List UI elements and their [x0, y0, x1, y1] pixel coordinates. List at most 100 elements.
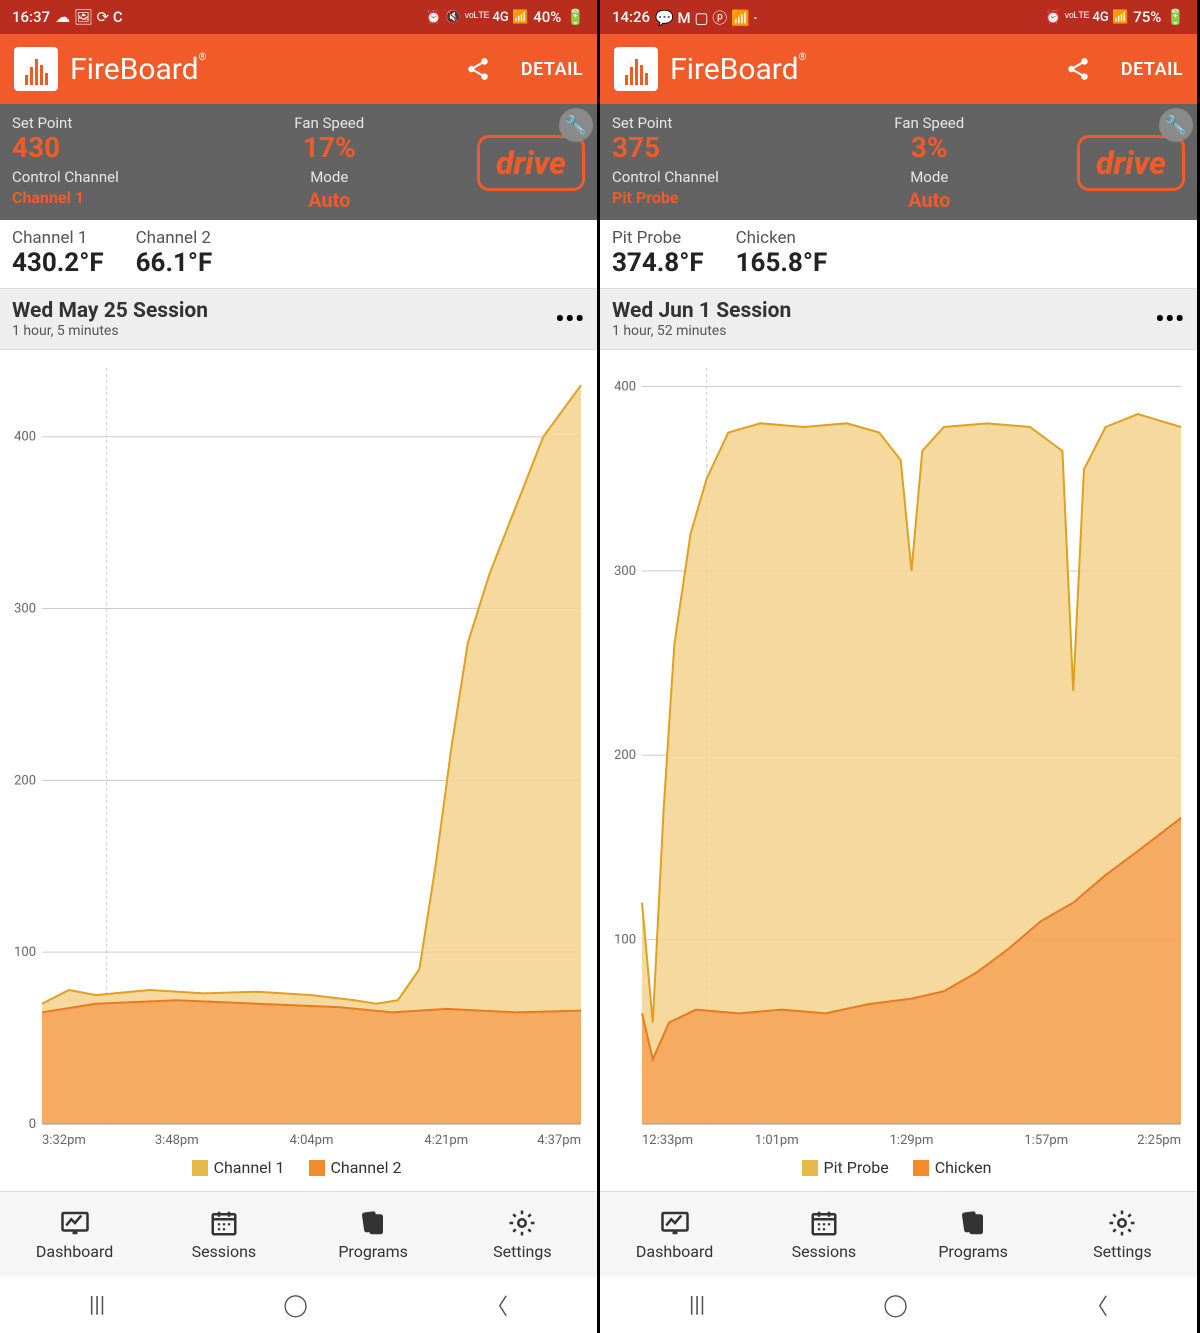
- svg-text:100: 100: [614, 933, 636, 948]
- legend-2: Chicken: [935, 1158, 992, 1177]
- mode-label: Mode: [910, 168, 948, 186]
- session-title: Wed May 25 Session: [12, 299, 208, 323]
- fanspeed-label: Fan Speed: [294, 114, 364, 132]
- setpoint-label: Set Point: [612, 114, 824, 132]
- reading-2-value: 165.8°F: [736, 248, 828, 278]
- svg-text:100: 100: [14, 945, 36, 960]
- svg-text:4:21pm: 4:21pm: [424, 1133, 468, 1148]
- svg-text:1:29pm: 1:29pm: [890, 1133, 934, 1148]
- session-duration: 1 hour, 5 minutes: [12, 323, 208, 339]
- reading-1-value: 374.8°F: [612, 248, 704, 278]
- fanspeed-label: Fan Speed: [894, 114, 964, 132]
- reading-2-label: Channel 2: [136, 228, 213, 248]
- nav-settings[interactable]: Settings: [1048, 1192, 1197, 1277]
- app-name: FireBoard®: [670, 52, 1053, 87]
- status-right-icons: ⏰ ᵛᵒᴸᵀᴱ 4G 📶: [1045, 9, 1128, 25]
- readings-row: Pit Probe 374.8°F Chicken 165.8°F: [600, 220, 1197, 288]
- android-back[interactable]: 〈: [486, 1289, 508, 1321]
- svg-text:200: 200: [14, 773, 36, 788]
- chart-area[interactable]: 01002003004003:32pm3:48pm4:04pm4:21pm4:3…: [0, 350, 597, 1191]
- mode-value: Auto: [308, 188, 350, 212]
- status-time: 16:37: [12, 8, 50, 26]
- status-left-icons: ☁ 🖼 ⟳ C: [55, 8, 123, 26]
- svg-text:400: 400: [614, 379, 636, 394]
- app-header: FireBoard® DETAIL: [0, 34, 597, 104]
- reading-1-label: Channel 1: [12, 228, 104, 248]
- logo-icon: [614, 47, 658, 91]
- android-recents[interactable]: |||: [89, 1293, 105, 1318]
- legend-2: Channel 2: [331, 1158, 402, 1177]
- setpoint-label: Set Point: [12, 114, 224, 132]
- nav-programs[interactable]: Programs: [899, 1192, 1048, 1277]
- detail-button[interactable]: DETAIL: [1121, 59, 1183, 80]
- nav-sessions[interactable]: Sessions: [749, 1192, 898, 1277]
- battery-icon: 🔋: [566, 8, 585, 26]
- svg-text:4:37pm: 4:37pm: [537, 1133, 581, 1148]
- reading-1-label: Pit Probe: [612, 228, 704, 248]
- reading-1-value: 430.2°F: [12, 248, 104, 278]
- nav-settings[interactable]: Settings: [448, 1192, 597, 1277]
- session-header: Wed Jun 1 Session 1 hour, 52 minutes •••: [600, 288, 1197, 350]
- wrench-icon[interactable]: 🔧: [559, 108, 593, 142]
- svg-text:300: 300: [614, 564, 636, 579]
- more-menu-icon[interactable]: •••: [555, 305, 585, 333]
- control-channel-value: Channel 1: [12, 188, 224, 207]
- temperature-chart[interactable]: 10020030040012:33pm1:01pm1:29pm1:57pm2:2…: [604, 358, 1189, 1152]
- left-screenshot: 16:37 ☁ 🖼 ⟳ C ⏰ 🔇 ᵛᵒᴸᵀᴱ 4G 📶 40% 🔋 FireB…: [0, 0, 600, 1333]
- reading-2-value: 66.1°F: [136, 248, 213, 278]
- android-recents[interactable]: |||: [689, 1293, 705, 1318]
- bottom-nav: Dashboard Sessions Programs Settings: [600, 1191, 1197, 1277]
- detail-button[interactable]: DETAIL: [521, 59, 583, 80]
- more-menu-icon[interactable]: •••: [1155, 305, 1185, 333]
- svg-text:12:33pm: 12:33pm: [642, 1133, 693, 1148]
- drive-badge: drive: [1077, 135, 1185, 191]
- chart-legend: Pit Probe Chicken: [604, 1152, 1189, 1187]
- svg-text:200: 200: [614, 748, 636, 763]
- fanspeed-value: 3%: [911, 134, 948, 162]
- battery-icon: 🔋: [1166, 8, 1185, 26]
- nav-sessions[interactable]: Sessions: [149, 1192, 298, 1277]
- share-icon[interactable]: [465, 56, 491, 82]
- android-nav-bar: ||| ◯ 〈: [0, 1277, 597, 1333]
- wrench-icon[interactable]: 🔧: [1159, 108, 1193, 142]
- android-home[interactable]: ◯: [883, 1293, 908, 1318]
- nav-dashboard[interactable]: Dashboard: [600, 1192, 749, 1277]
- mode-value: Auto: [908, 188, 950, 212]
- status-time: 14:26: [612, 8, 650, 26]
- session-header: Wed May 25 Session 1 hour, 5 minutes •••: [0, 288, 597, 350]
- chart-area[interactable]: 10020030040012:33pm1:01pm1:29pm1:57pm2:2…: [600, 350, 1197, 1191]
- status-bar: 16:37 ☁ 🖼 ⟳ C ⏰ 🔇 ᵛᵒᴸᵀᴱ 4G 📶 40% 🔋: [0, 0, 597, 34]
- drive-panel: 🔧 Set Point 430 Fan Speed 17% drive Cont…: [0, 104, 597, 220]
- svg-text:400: 400: [14, 430, 36, 445]
- svg-text:4:04pm: 4:04pm: [290, 1133, 334, 1148]
- chart-legend: Channel 1 Channel 2: [4, 1152, 589, 1187]
- status-bar: 14:26 💬 M ▢ ⓟ 📶 · ⏰ ᵛᵒᴸᵀᴱ 4G 📶 75% 🔋: [600, 0, 1197, 34]
- android-home[interactable]: ◯: [283, 1293, 308, 1318]
- share-icon[interactable]: [1065, 56, 1091, 82]
- temperature-chart[interactable]: 01002003004003:32pm3:48pm4:04pm4:21pm4:3…: [4, 358, 589, 1152]
- reading-2: Channel 2 66.1°F: [136, 228, 213, 278]
- legend-1: Pit Probe: [824, 1158, 889, 1177]
- svg-text:1:57pm: 1:57pm: [1024, 1133, 1068, 1148]
- android-nav-bar: ||| ◯ 〈: [600, 1277, 1197, 1333]
- reading-2-label: Chicken: [736, 228, 828, 248]
- svg-text:2:25pm: 2:25pm: [1137, 1133, 1181, 1148]
- drive-panel: 🔧 Set Point 375 Fan Speed 3% drive Contr…: [600, 104, 1197, 220]
- svg-text:3:48pm: 3:48pm: [155, 1133, 199, 1148]
- app-name: FireBoard®: [70, 52, 453, 87]
- svg-text:3:32pm: 3:32pm: [42, 1133, 86, 1148]
- right-screenshot: 14:26 💬 M ▢ ⓟ 📶 · ⏰ ᵛᵒᴸᵀᴱ 4G 📶 75% 🔋 Fir…: [600, 0, 1200, 1333]
- nav-programs[interactable]: Programs: [299, 1192, 448, 1277]
- nav-dashboard[interactable]: Dashboard: [0, 1192, 149, 1277]
- app-header: FireBoard® DETAIL: [600, 34, 1197, 104]
- setpoint-value: 375: [612, 134, 824, 162]
- drive-badge: drive: [477, 135, 585, 191]
- session-duration: 1 hour, 52 minutes: [612, 323, 791, 339]
- logo-icon: [14, 47, 58, 91]
- status-left-icons: 💬 M ▢ ⓟ 📶 ·: [655, 7, 758, 28]
- svg-text:300: 300: [14, 602, 36, 617]
- reading-2: Chicken 165.8°F: [736, 228, 828, 278]
- android-back[interactable]: 〈: [1086, 1289, 1108, 1321]
- reading-1: Channel 1 430.2°F: [12, 228, 104, 278]
- legend-1: Channel 1: [214, 1158, 285, 1177]
